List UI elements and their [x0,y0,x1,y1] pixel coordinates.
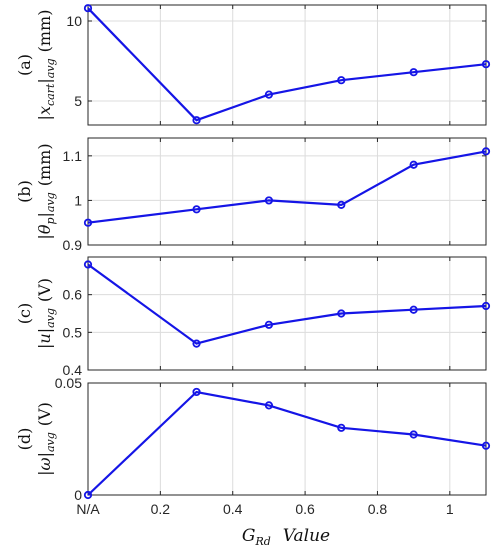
data-point-2 [192,205,201,214]
y-axis-label-3: (c)|u|avg (V) [15,278,57,349]
axes-box [87,4,487,126]
y-axis-label-bar: | [35,328,54,333]
series-line-3 [87,263,487,345]
panel-2: 0.9 1 1.1 (b) |θp|avg (mm) [15,137,491,253]
data-point-5 [409,160,418,169]
y-axis-label-4: (d)|ω|avg (V) [15,402,57,476]
y-axis-label-prefix: (d) [15,428,34,451]
y-axis-label-prefix: (b) [15,180,34,203]
data-point-4 [337,76,346,85]
y-axis-label-2: (b) |θp|avg (mm) [15,143,57,239]
axes-box [87,137,487,246]
y-axis-label-unit: (V) [35,278,54,302]
data-point-3 [264,90,274,99]
y-tick-label-1: 0.9 [63,237,83,253]
y-axis-label-avg: avg [44,58,57,78]
panel-3: 0.4 0.5 0.6 (c)|u|avg (V) [15,256,491,378]
data-point-5 [409,305,418,314]
y-tick-label-1: 5 [74,93,82,109]
y-axis-label-bar: | [35,212,54,217]
data-point-4 [337,200,346,209]
y-tick-label-3: 1.1 [63,148,83,164]
y-axis-label-var: |x [35,106,54,120]
y-axis-label-bar: | [35,452,54,457]
axes-box [87,256,487,371]
y-axis-label-var: |ω [35,457,54,475]
data-point-2 [192,339,201,348]
data-point-4 [337,423,346,432]
x-axis-label-sub: Rd [254,535,270,548]
data-point-1 [83,490,93,500]
y-axis-label-unit: (mm) [35,143,54,186]
x-tick-label-3: 0.4 [223,501,243,517]
y-axis-label-avg: avg [44,432,57,452]
data-point-2 [192,387,201,397]
y-tick-label-2: 1 [74,192,82,208]
y-axis-label-prefix: (a) [15,54,34,76]
x-tick-label-1: N/A [76,501,100,517]
data-point-6 [481,147,491,156]
x-tick-label-6: 1 [446,501,454,517]
series-line-2 [87,150,487,224]
data-point-1 [83,260,93,269]
y-axis-label-prefix: (c) [15,303,34,324]
x-tick-label-5: 0.8 [368,501,388,517]
data-point-2 [192,116,201,125]
data-point-3 [264,196,274,205]
data-point-6 [481,60,491,69]
y-axis-label-unit: (V) [35,402,54,426]
y-axis-label-avg: avg [44,308,57,328]
x-axis-label-rest: Value [283,526,330,546]
x-axis: GRd Value [242,526,330,548]
x-axis-label-main: G [242,526,256,546]
y-axis-label-bar: | [35,78,54,83]
data-point-5 [409,68,418,77]
y-tick-label-2: 0.05 [55,375,82,391]
y-tick-label-2: 0.5 [63,324,83,340]
y-axis-label-var: |θ [35,224,54,239]
y-tick-label-3: 0.6 [63,287,83,303]
y-axis-label-sub: cart [44,83,57,106]
axes-box [87,382,487,496]
series-line-4 [87,390,487,496]
data-point-3 [264,320,274,329]
y-axis-label-var: |u [35,333,54,349]
data-point-1 [83,4,93,13]
y-tick-label-2: 10 [66,13,82,29]
panel-1: 5 10 (a) |xcart|avg (mm) [15,4,491,126]
data-point-6 [481,441,491,450]
data-point-1 [83,218,93,227]
y-axis-label-avg: avg [44,192,57,212]
data-point-4 [337,309,346,318]
y-axis-label-sub: p [44,217,57,224]
x-tick-label-2: 0.2 [151,501,171,517]
x-axis-label: GRd Value [242,526,330,548]
data-point-5 [409,430,418,439]
series-line-1 [87,7,487,122]
y-tick-label-1: 0.4 [63,362,83,378]
panels: 510(a)|xcart|avg(mm)0.911.1(b)|θp|avg(mm… [15,4,491,517]
data-point-6 [481,301,491,311]
data-point-3 [264,401,274,410]
panel-4: 0 0.05 N/A 0.2 0.4 0.6 0.8 1 (d)|ω|avg (V) [15,375,491,517]
y-tick-label-1: 0 [74,487,82,503]
x-tick-label-4: 0.6 [295,501,315,517]
y-axis-label-unit: (mm) [35,10,54,53]
y-axis-label-1: (a) |xcart|avg (mm) [15,10,57,121]
